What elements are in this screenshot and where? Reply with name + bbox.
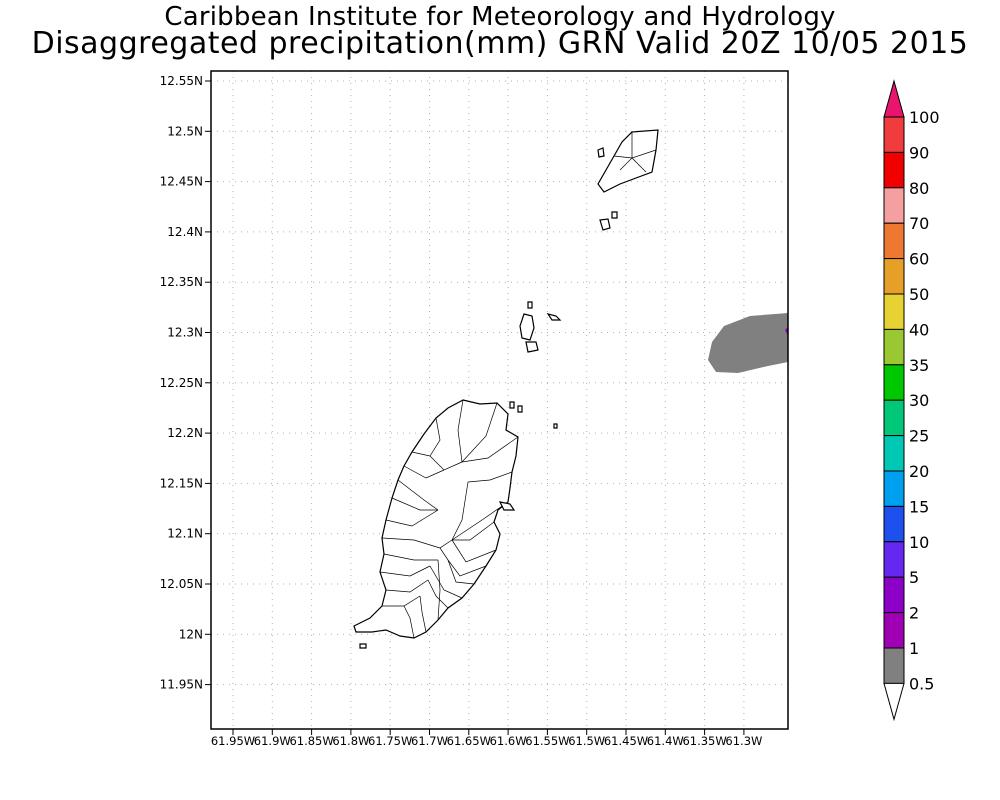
colorbar-label: 2 [909,604,919,623]
lat-label: 12.5N [167,124,203,138]
islet [509,401,515,409]
lon-label: 61.85W [289,734,333,748]
lat-label: 12.45N [160,175,203,189]
lat-label: 12.1N [167,527,203,541]
colorbar-label: 60 [909,250,929,269]
islet [498,501,516,511]
islands [353,129,659,649]
colorbar-segment [883,612,905,649]
precip-area-0.5-1mm [708,313,788,373]
latitude-labels: 12.55N 12.5N 12.45N 12.4N 12.35N 12.3N 12.25N 1… [160,74,211,692]
carriacou-island [597,129,659,193]
colorbar-segment [883,505,905,543]
colorbar-segment [883,399,905,437]
lat-label: 12.35N [160,275,203,289]
lat-label: 12.15N [160,476,203,490]
islet [359,643,367,649]
colorbar-label: 10 [909,533,929,552]
map-title: Caribbean Institute for Meteorology and … [164,2,836,32]
lon-label: 61.75W [368,734,412,748]
colorbar-segment [883,435,905,472]
colorbar-segment [883,647,905,684]
colorbar-segment [883,541,905,578]
colorbar-segment [883,187,905,224]
lon-label: 61.35W [682,734,726,748]
colorbar-segment [883,151,905,189]
colorbar-label: 0.5 [909,674,934,693]
colorbar-label: 90 [909,143,929,162]
colorbar-segment [883,328,905,366]
colorbar-segment [883,116,905,153]
islet [553,423,558,429]
grenada-island [353,399,519,639]
colorbar-segment [883,293,905,330]
colorbar-legend: 100 90 80 70 60 50 40 35 30 25 20 15 10 5 2 1 0.5 [883,79,940,722]
colorbar-segment [883,470,905,507]
islet [611,211,618,219]
lat-label: 12.55N [160,74,203,88]
colorbar-segment [883,258,905,295]
islet [517,405,523,413]
lat-label: 11.95N [160,678,203,692]
lon-label: 61.7W [411,734,448,748]
lat-label: 12N [179,627,203,641]
lat-label: 12.3N [167,326,203,340]
colorbar-label: 70 [909,214,929,233]
islet [527,301,533,309]
lon-label: 61.4W [647,734,684,748]
colorbar-segment [883,364,905,401]
precipitation-area [708,313,788,373]
lat-label: 12.25N [160,376,203,390]
lon-label: 61.9W [254,734,291,748]
lat-label: 12.4N [167,225,203,239]
lat-label: 12.05N [160,577,203,591]
colorbar-label: 40 [909,320,929,339]
colorbar-label: 5 [909,568,919,587]
colorbar-label: 1 [909,639,919,658]
lon-label: 61.95W [211,734,255,748]
grid-lines [211,71,788,729]
colorbar-label: 25 [909,427,929,446]
colorbar-label: 15 [909,497,929,516]
lon-label: 61.8W [332,734,369,748]
lon-label: 61.6W [490,734,527,748]
colorbar-label: 80 [909,179,929,198]
colorbar-segment [883,222,905,260]
colorbar-label: 20 [909,462,929,481]
colorbar-label: 35 [909,356,929,375]
lon-label: 61.5W [568,734,605,748]
islet [599,218,611,231]
colorbar-segment [883,576,905,614]
lon-label: 61.45W [604,734,648,748]
longitude-labels: 61.95W61.9W61.85W61.8W61.75W61.7W61.65W6… [211,729,762,748]
colorbar-label: 100 [909,108,940,127]
colorbar-bottom-arrow [883,682,905,722]
map-subtitle: Disaggregated precipitation(mm) GRN Vali… [31,26,969,61]
islet [525,341,539,353]
colorbar-top-arrow [883,79,905,118]
colorbar-label: 30 [909,391,929,410]
islet [546,313,562,321]
map-frame [210,70,789,730]
lon-label: 61.55W [525,734,569,748]
lon-label: 61.65W [447,734,491,748]
lat-label: 12.2N [167,426,203,440]
islet [519,313,535,341]
lon-label: 61.3W [725,734,762,748]
islet [597,147,605,158]
colorbar-label: 50 [909,285,929,304]
